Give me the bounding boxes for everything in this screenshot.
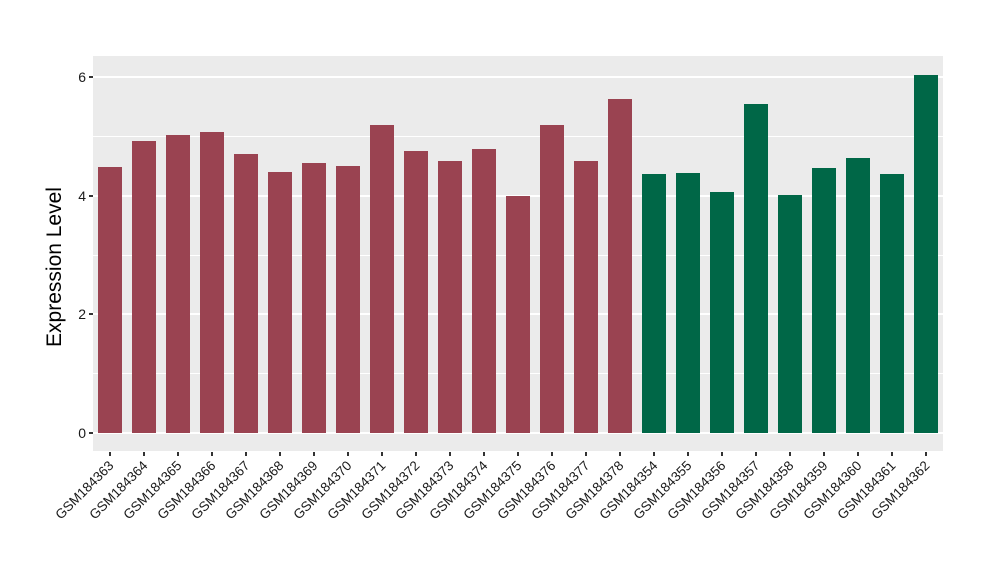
bar-GSM184362 — [913, 75, 939, 433]
x-tick-mark — [721, 452, 723, 456]
x-tick-mark — [177, 452, 179, 456]
x-tick-mark — [891, 452, 893, 456]
bar-GSM184356 — [709, 191, 735, 433]
bar-GSM184354 — [641, 174, 667, 433]
minor-gridline — [93, 135, 943, 137]
x-tick-mark — [585, 452, 587, 456]
x-tick-mark — [415, 452, 417, 456]
plot-panel — [93, 56, 943, 451]
bar-GSM184360 — [845, 157, 871, 433]
x-tick-mark — [483, 452, 485, 456]
major-gridline — [93, 76, 943, 78]
y-axis-title: Expression Level — [43, 187, 66, 347]
major-gridline — [93, 432, 943, 434]
x-tick-mark — [109, 452, 111, 456]
bar-GSM184359 — [811, 167, 837, 433]
y-tick-mark — [89, 313, 93, 316]
x-tick-mark — [279, 452, 281, 456]
x-tick-mark — [143, 452, 145, 456]
bar-GSM184375 — [505, 195, 531, 433]
y-tick-label: 6 — [78, 69, 86, 85]
x-tick-mark — [517, 452, 519, 456]
bar-GSM184361 — [879, 174, 905, 433]
bar-GSM184364 — [131, 140, 157, 433]
bar-GSM184373 — [437, 161, 463, 433]
y-tick-label: 0 — [78, 425, 86, 441]
bar-GSM184371 — [369, 125, 395, 433]
y-tick-mark — [89, 432, 93, 434]
x-tick-mark — [823, 452, 825, 456]
bar-GSM184365 — [165, 134, 191, 433]
x-tick-mark — [313, 452, 315, 456]
x-tick-mark — [551, 452, 553, 456]
bar-GSM184369 — [301, 163, 327, 433]
x-tick-mark — [347, 452, 349, 456]
bar-GSM184368 — [267, 171, 293, 433]
x-tick-mark — [245, 452, 247, 456]
y-tick-mark — [89, 194, 93, 197]
x-tick-mark — [789, 452, 791, 456]
bar-GSM184358 — [777, 195, 803, 433]
x-tick-mark — [449, 452, 451, 456]
bar-GSM184370 — [335, 166, 361, 433]
major-gridline — [93, 194, 943, 197]
x-tick-mark — [755, 452, 757, 456]
bar-GSM184377 — [573, 161, 599, 433]
bar-GSM184366 — [199, 132, 225, 433]
y-tick-mark — [89, 76, 93, 78]
x-tick-mark — [925, 452, 927, 456]
bar-GSM184355 — [675, 173, 701, 433]
bar-GSM184367 — [233, 154, 259, 433]
x-tick-mark — [857, 452, 859, 456]
y-tick-label: 4 — [78, 187, 86, 204]
bar-GSM184374 — [471, 148, 497, 433]
bar-GSM184376 — [539, 125, 565, 433]
x-tick-mark — [381, 452, 383, 456]
x-tick-mark — [653, 452, 655, 456]
bar-GSM184372 — [403, 151, 429, 433]
bar-GSM184357 — [743, 104, 769, 433]
bar-GSM184363 — [97, 166, 123, 433]
bar-GSM184378 — [607, 98, 633, 433]
x-tick-mark — [687, 452, 689, 456]
x-tick-mark — [211, 452, 213, 456]
x-tick-mark — [619, 452, 621, 456]
y-tick-label: 2 — [78, 306, 86, 323]
